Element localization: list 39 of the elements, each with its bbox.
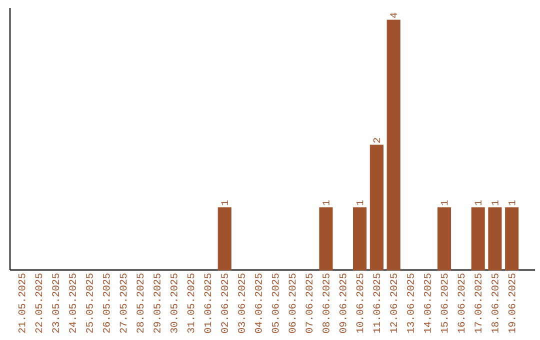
x-tick-label: 23.05.2025 <box>52 274 60 333</box>
x-tick-label: 26.05.2025 <box>102 274 110 333</box>
x-tick-label: 06.06.2025 <box>288 274 296 333</box>
x-tick-label: 10.06.2025 <box>356 274 364 333</box>
x-tick-label: 25.05.2025 <box>86 274 93 333</box>
data-label: 2 <box>373 138 380 143</box>
x-tick-label: 29.05.2025 <box>154 274 160 333</box>
x-tick-label: 19.06.2025 <box>508 274 516 333</box>
data-label: 1 <box>492 200 498 206</box>
x-tick-label: 21.05.2025 <box>18 274 26 333</box>
data-label: 1 <box>356 200 364 206</box>
data-label: 1 <box>440 200 448 206</box>
x-tick-label: 09.06.2025 <box>339 274 346 333</box>
x-tick-label: 17.06.2025 <box>474 274 482 333</box>
data-label: 1 <box>221 200 228 206</box>
data-label: 1 <box>322 200 330 206</box>
x-tick-label: 18.06.2025 <box>492 274 498 333</box>
x-tick-label: 28.05.2025 <box>136 274 144 333</box>
x-tick-label: 03.06.2025 <box>238 274 245 333</box>
x-tick-label: 04.06.2025 <box>254 274 262 333</box>
data-label: 1 <box>474 200 482 206</box>
x-tick-label: 16.06.2025 <box>458 274 465 333</box>
x-tick-label: 13.06.2025 <box>407 274 414 333</box>
x-tick-label: 07.06.2025 <box>306 274 313 333</box>
x-tick-label: 12.06.2025 <box>390 274 398 333</box>
x-tick-label: 08.06.2025 <box>322 274 330 333</box>
x-tick-label: 14.06.2025 <box>424 274 431 333</box>
x-tick-label: 02.06.2025 <box>221 274 228 333</box>
x-tick-label: 05.06.2025 <box>272 274 279 333</box>
x-tick-label: 22.05.2025 <box>35 274 42 333</box>
x-tick-label: 30.05.2025 <box>170 274 178 333</box>
x-tick-label: 31.05.2025 <box>187 274 194 333</box>
x-tick-label: 11.06.2025 <box>373 274 380 333</box>
data-label: 1 <box>508 200 516 206</box>
x-tick-label: 01.06.2025 <box>204 274 212 333</box>
x-tick-label: 27.05.2025 <box>120 274 127 333</box>
data-label: 4 <box>390 12 397 18</box>
x-tick-label: 15.06.2025 <box>440 274 448 333</box>
x-tick-label: 24.05.2025 <box>69 274 76 333</box>
